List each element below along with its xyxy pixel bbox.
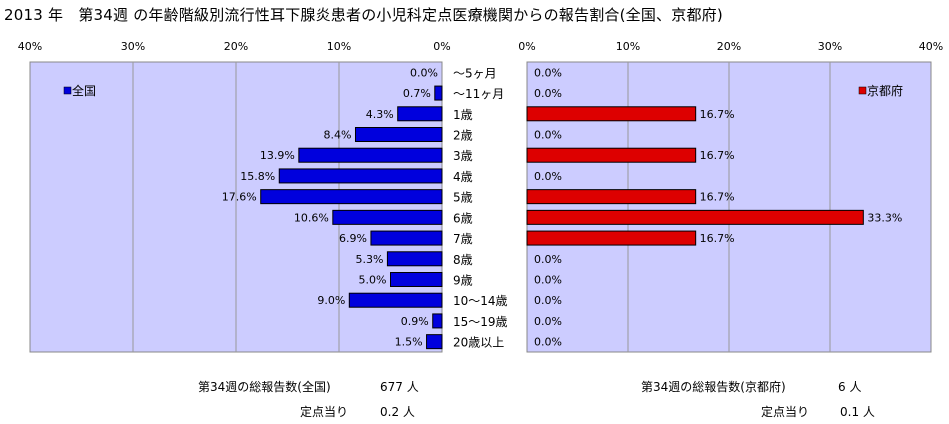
kyoto-data-label: 0.0% (534, 274, 562, 287)
kyoto-bar (526, 147, 697, 163)
kyoto-legend-swatch (858, 86, 867, 95)
national-per-value: 0.2 人 (380, 405, 415, 419)
kyoto-data-label: 16.7% (700, 149, 735, 162)
kyoto-tick-label: 0% (518, 40, 535, 53)
national-data-label: 0.9% (401, 315, 429, 328)
category-label: 7歳 (453, 232, 473, 246)
kyoto-data-label: 0.0% (534, 66, 562, 79)
national-bar (434, 85, 443, 101)
category-label: 20歳以上 (453, 336, 504, 350)
kyoto-per-value: 0.1 人 (840, 405, 875, 419)
national-data-label: 5.0% (359, 274, 387, 287)
category-label: 10～14歳 (453, 294, 508, 308)
category-label: ～5ヶ月 (453, 66, 497, 80)
national-bar (426, 334, 443, 350)
national-data-label: 15.8% (240, 170, 275, 183)
category-labels: ～5ヶ月 ～11ヶ月 1歳 2歳 3歳 4歳 5歳 6歳 7歳 8歳 9歳 10～14歳 15～19歳 2… (453, 66, 508, 349)
national-total-label: 第34週の総報告数(全国) (198, 380, 331, 394)
kyoto-data-label: 0.0% (534, 294, 562, 307)
category-label: 8歳 (453, 253, 473, 267)
kyoto-data-label: 0.0% (534, 170, 562, 183)
national-data-label: 8.4% (324, 129, 352, 142)
kyoto-data-label: 16.7% (700, 108, 735, 121)
kyoto-tick-label: 40% (919, 40, 943, 53)
kyoto-tick-label: 10% (616, 40, 640, 53)
category-label: 3歳 (453, 149, 473, 163)
kyoto-per-label: 定点当り (761, 405, 810, 419)
national-tick-label: 0% (433, 40, 450, 53)
kyoto-data-labels: 0.0% 0.0% 16.7% 0.0% 16.7% 0.0% 16.7% 33.3% 16.7… (534, 66, 902, 348)
national-bar (354, 127, 443, 142)
kyoto-tick-label: 30% (818, 40, 842, 53)
kyoto-legend: 京都府 (858, 83, 903, 98)
kyoto-data-label: 16.7% (700, 191, 735, 204)
national-data-labels: 0.0% 0.7% 4.3% 8.4% 13.9% 15.8% 17.6% 10.6% 6.9%… (222, 66, 438, 348)
kyoto-bar (526, 106, 697, 122)
category-label: 15～19歳 (453, 315, 508, 329)
category-label: 4歳 (453, 170, 473, 184)
national-data-label: 9.0% (317, 294, 345, 307)
kyoto-bar (526, 189, 697, 205)
category-label: ～11ヶ月 (453, 87, 504, 101)
national-bar (348, 292, 443, 308)
national-bar (390, 272, 443, 287)
kyoto-total-value: 6 人 (838, 380, 862, 394)
national-bar (386, 251, 443, 267)
national-data-label: 0.0% (410, 66, 438, 79)
kyoto-bars (526, 106, 864, 246)
kyoto-data-label: 0.0% (534, 253, 562, 266)
kyoto-bar (526, 230, 697, 246)
category-label: 6歳 (453, 211, 473, 225)
national-data-label: 5.3% (355, 253, 383, 266)
national-gridlines (132, 62, 340, 352)
category-label: 5歳 (453, 191, 473, 205)
national-tick-label: 20% (224, 40, 248, 53)
national-per-label: 定点当り (300, 405, 349, 419)
kyoto-data-label: 0.0% (534, 336, 562, 349)
national-total-value: 677 人 (380, 380, 419, 394)
kyoto-legend-label: 京都府 (867, 83, 903, 98)
national-legend: 全国 (63, 83, 96, 98)
kyoto-total-label: 第34週の総報告数(京都府) (641, 380, 786, 394)
national-legend-swatch (63, 86, 72, 95)
national-data-label: 6.9% (339, 232, 367, 245)
national-tick-label: 40% (18, 40, 42, 53)
national-bar (278, 168, 443, 184)
category-label: 9歳 (453, 274, 473, 288)
national-tick-label: 10% (327, 40, 351, 53)
kyoto-data-label: 16.7% (700, 232, 735, 245)
national-data-label: 1.5% (395, 336, 423, 349)
national-data-label: 10.6% (294, 211, 329, 224)
national-bar (432, 313, 443, 329)
national-data-label: 0.7% (403, 87, 431, 100)
national-data-label: 17.6% (222, 191, 257, 204)
chart-title: 2013 年 第34週 の年齢階級別流行性耳下腺炎患者の小児科定点医療機関からの… (4, 6, 723, 24)
category-label: 2歳 (453, 129, 473, 143)
national-bar (260, 189, 443, 205)
national-tick-label: 30% (121, 40, 145, 53)
national-bar (370, 230, 443, 246)
kyoto-data-label: 0.0% (534, 315, 562, 328)
kyoto-data-label: 0.0% (534, 129, 562, 142)
kyoto-data-label: 33.3% (867, 211, 902, 224)
national-data-label: 13.9% (260, 149, 295, 162)
category-label: 1歳 (453, 108, 473, 122)
kyoto-tick-label: 20% (717, 40, 741, 53)
national-data-label: 4.3% (366, 108, 394, 121)
kyoto-data-label: 0.0% (534, 87, 562, 100)
national-bar (332, 209, 443, 225)
national-tick-labels: 40% 30% 20% 10% 0% (18, 40, 451, 53)
kyoto-tick-labels: 0% 10% 20% 30% 40% (518, 40, 943, 53)
national-legend-label: 全国 (72, 83, 96, 98)
national-bar (298, 147, 443, 163)
national-bar (397, 106, 443, 122)
kyoto-bar (526, 209, 864, 225)
national-bars (260, 85, 443, 350)
